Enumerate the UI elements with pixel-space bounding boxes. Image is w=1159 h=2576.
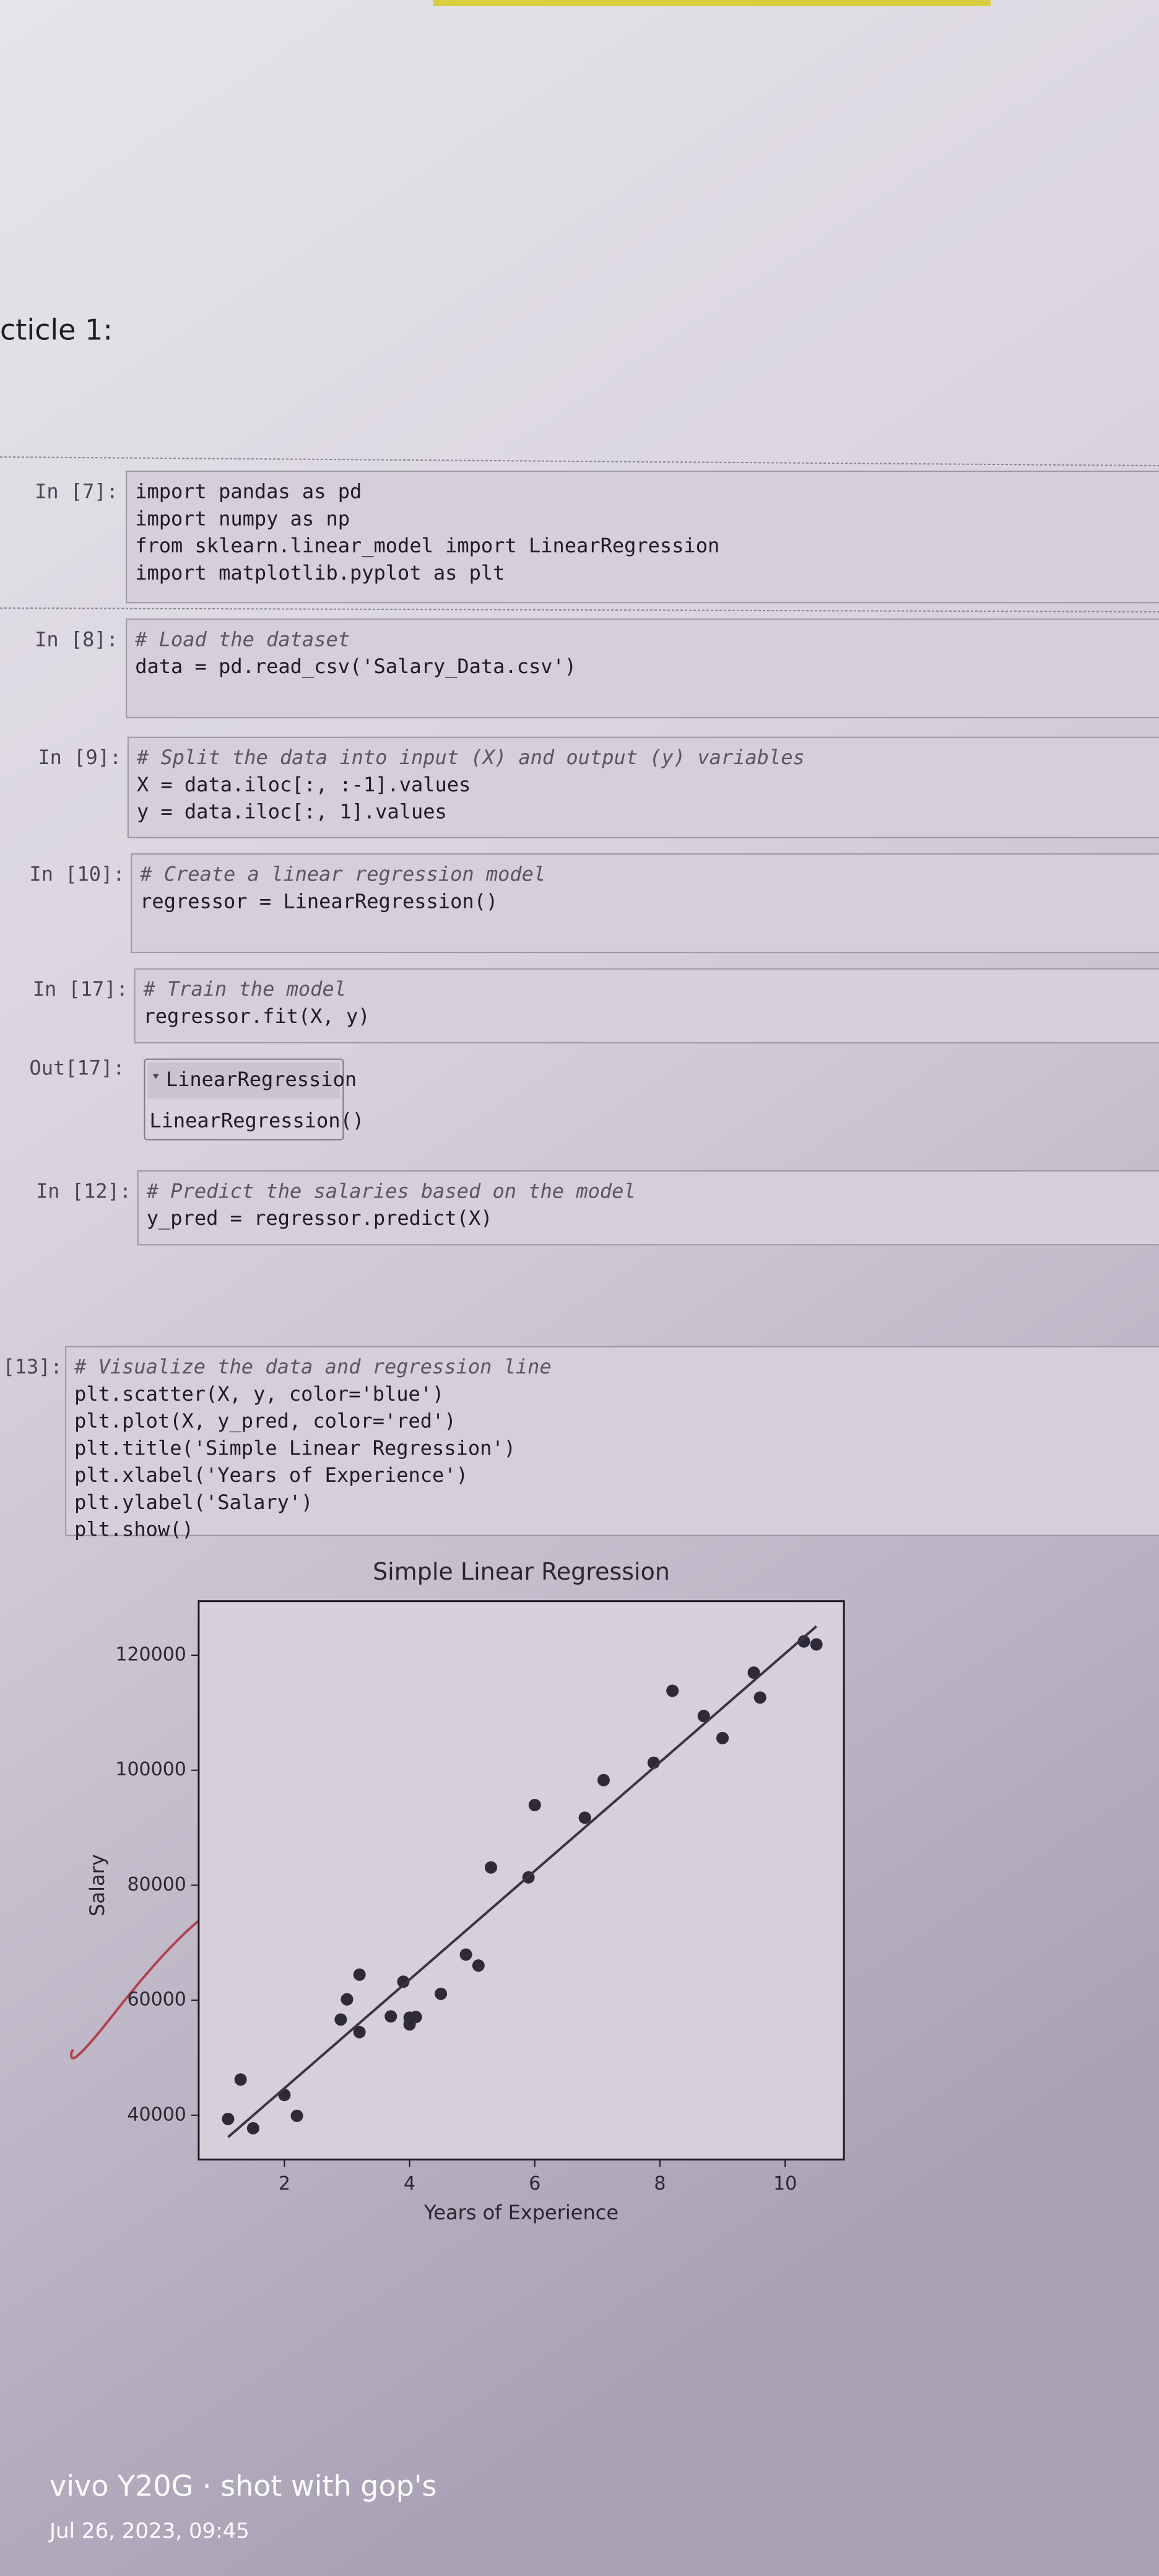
cell-prompt: [13]:	[2, 1355, 62, 1378]
cell-prompt: In [10]:	[29, 863, 124, 886]
output-prompt: Out[17]:	[29, 1056, 124, 1079]
scatter-point	[353, 2026, 366, 2039]
code-cell	[126, 471, 1159, 604]
code-line: # Create a linear regression model	[139, 863, 545, 886]
y-tick-label: 40000	[127, 2104, 186, 2125]
scatter-point	[528, 1798, 541, 1811]
y-tick-label: 80000	[127, 1874, 186, 1895]
code-line: # Split the data into input (X) and outp…	[136, 746, 805, 769]
scatter-point	[472, 1959, 485, 1972]
cell-prompt: In [9]:	[38, 746, 121, 769]
widget-header	[147, 1062, 340, 1099]
watermark-date: Jul 26, 2023, 09:45	[48, 2519, 250, 2544]
y-tick-label: 100000	[115, 1759, 186, 1780]
code-line: # Load the dataset	[134, 627, 350, 651]
scatter-point	[341, 1993, 354, 2006]
scatter-point	[459, 1948, 472, 1961]
y-axis-label: Salary	[85, 1854, 109, 1917]
scatter-point	[435, 1987, 448, 2000]
cell-prompt: In [7]:	[35, 480, 118, 503]
code-line: plt.title('Simple Linear Regression')	[74, 1436, 516, 1460]
chart-title: Simple Linear Regression	[373, 1558, 670, 1585]
x-tick-label: 4	[404, 2173, 415, 2195]
code-line: data = pd.read_csv('Salary_Data.csv')	[135, 655, 576, 678]
scatter-point	[246, 2121, 259, 2134]
scatter-point	[222, 2112, 235, 2125]
cell-prompt: In [8]:	[35, 627, 118, 651]
code-line: X = data.iloc[:, :-1].values	[137, 773, 471, 796]
scatter-point	[697, 1710, 710, 1723]
cell-prompt: In [12]:	[36, 1179, 131, 1203]
code-cell	[127, 736, 1159, 838]
code-cell	[65, 1346, 1159, 1536]
code-line: from sklearn.linear_model import LinearR…	[135, 534, 719, 557]
scatter-point	[397, 1975, 410, 1988]
scatter-point	[334, 2013, 347, 2026]
code-cell	[134, 968, 1159, 1044]
code-line: y_pred = regressor.predict(X)	[147, 1206, 493, 1230]
x-axis-label: Years of Experience	[423, 2201, 619, 2224]
code-line: import matplotlib.pyplot as plt	[135, 561, 505, 585]
x-tick-label: 8	[654, 2173, 666, 2195]
code-line: plt.ylabel('Salary')	[74, 1490, 313, 1514]
scatter-point	[484, 1861, 497, 1874]
code-line: # Predict the salaries based on the mode…	[146, 1179, 636, 1203]
code-line: # Train the model	[142, 977, 346, 1001]
code-cell	[126, 618, 1159, 718]
scatter-point	[716, 1731, 729, 1744]
paper-edge	[433, 0, 991, 6]
code-line: plt.xlabel('Years of Experience')	[74, 1463, 468, 1487]
scatter-point	[753, 1691, 766, 1704]
scatter-point	[234, 2073, 247, 2086]
x-tick-label: 10	[773, 2173, 797, 2195]
code-line: plt.show()	[74, 1518, 194, 1541]
scatter-point	[290, 2109, 303, 2122]
scatter-point	[578, 1811, 591, 1824]
code-line: import numpy as np	[135, 507, 350, 530]
y-tick-label: 120000	[115, 1643, 186, 1665]
heading: cticle 1:	[0, 313, 113, 347]
y-tick-label: 60000	[127, 1989, 186, 2011]
code-line: regressor.fit(X, y)	[143, 1004, 370, 1028]
widget-body: LinearRegression()	[149, 1108, 364, 1132]
code-line: regressor = LinearRegression()	[140, 889, 498, 913]
code-line: # Visualize the data and regression line	[74, 1355, 552, 1378]
cell-prompt: In [17]:	[33, 977, 128, 1001]
code-line: import pandas as pd	[135, 480, 362, 503]
code-cell	[137, 1170, 1159, 1246]
watermark-device: vivo Y20G · shot with gop's	[50, 2469, 436, 2503]
code-line: plt.plot(X, y_pred, color='red')	[74, 1409, 456, 1433]
scatter-point	[597, 1773, 610, 1786]
regression-line	[227, 1625, 817, 2138]
scatter-point	[409, 2011, 422, 2024]
code-cell	[131, 853, 1159, 954]
collapse-arrow	[152, 1074, 159, 1079]
widget-title: LinearRegression	[166, 1068, 357, 1091]
scatter-point	[810, 1638, 823, 1651]
scatter-point	[666, 1684, 679, 1697]
code-line: y = data.iloc[:, 1].values	[137, 800, 447, 824]
x-tick-label: 2	[279, 2173, 290, 2195]
code-line: plt.scatter(X, y, color='blue')	[74, 1382, 444, 1406]
scatter-point	[384, 2010, 397, 2023]
scatter-point	[353, 1968, 366, 1981]
scatter-point	[747, 1666, 760, 1679]
x-tick-label: 6	[529, 2173, 540, 2195]
